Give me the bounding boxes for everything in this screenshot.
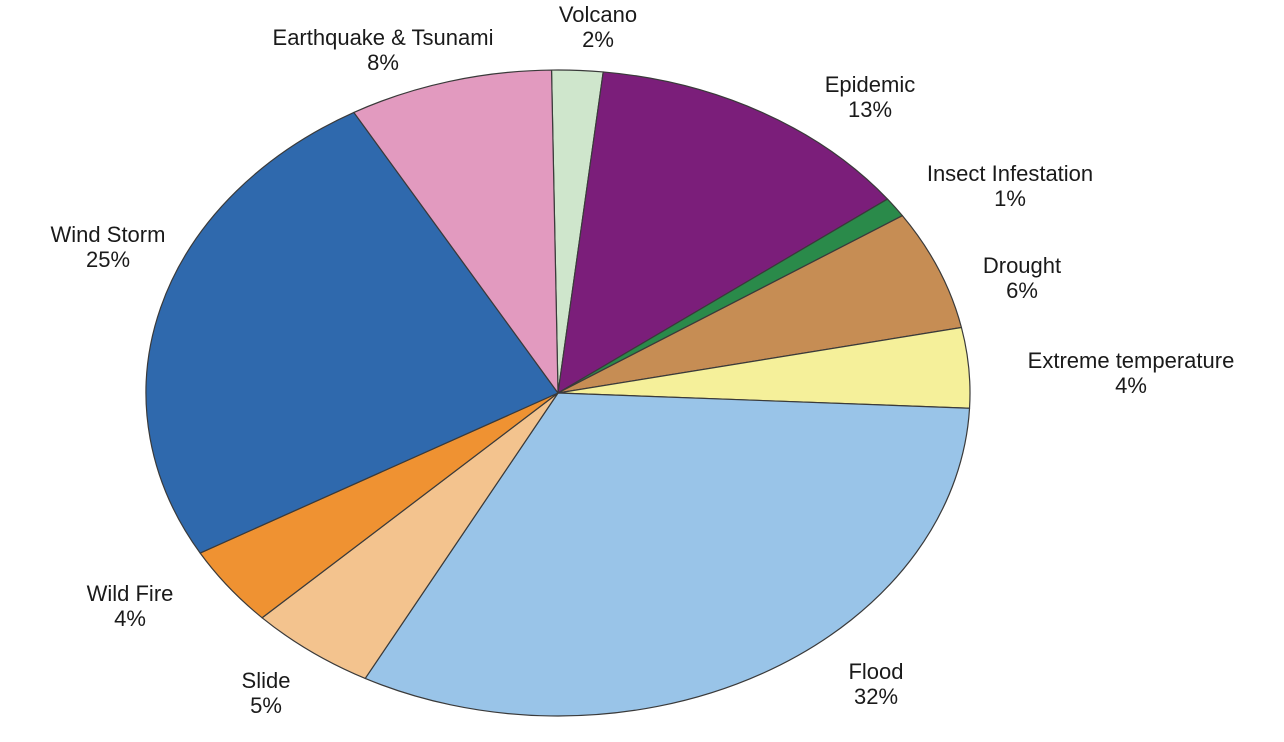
slice-label-slide: Slide: [242, 668, 291, 693]
pie-slice-flood: [364, 392, 971, 717]
slice-value-epidemic: 13%: [848, 97, 892, 122]
slice-value-earthquake-and-tsunami: 8%: [367, 50, 399, 75]
slice-value-extreme-temperature: 4%: [1115, 373, 1147, 398]
slice-label-flood: Flood: [848, 659, 903, 684]
pie-slices: [145, 69, 971, 717]
pie-slice-drought: [557, 215, 963, 394]
slice-value-drought: 6%: [1006, 278, 1038, 303]
pie-slice-epidemic: [557, 71, 889, 394]
slice-label-epidemic: Epidemic: [825, 72, 915, 97]
slice-label-wind-storm: Wind Storm: [51, 222, 166, 247]
slice-label-wild-fire: Wild Fire: [87, 581, 174, 606]
slice-value-insect-infestation: 1%: [994, 186, 1026, 211]
slice-label-earthquake-and-tsunami: Earthquake & Tsunami: [273, 25, 494, 50]
slice-value-wild-fire: 4%: [114, 606, 146, 631]
slice-label-insect-infestation: Insect Infestation: [927, 161, 1093, 186]
slice-value-flood: 32%: [854, 684, 898, 709]
pie-slice-wind-storm: [145, 111, 559, 554]
slice-label-drought: Drought: [983, 253, 1061, 278]
slice-value-wind-storm: 25%: [86, 247, 130, 272]
slice-label-extreme-temperature: Extreme temperature: [1028, 348, 1235, 373]
slice-label-volcano: Volcano: [559, 2, 637, 27]
pie-slice-earthquake-and-tsunami: [353, 69, 559, 394]
slice-value-volcano: 2%: [582, 27, 614, 52]
slice-value-slide: 5%: [250, 693, 282, 718]
